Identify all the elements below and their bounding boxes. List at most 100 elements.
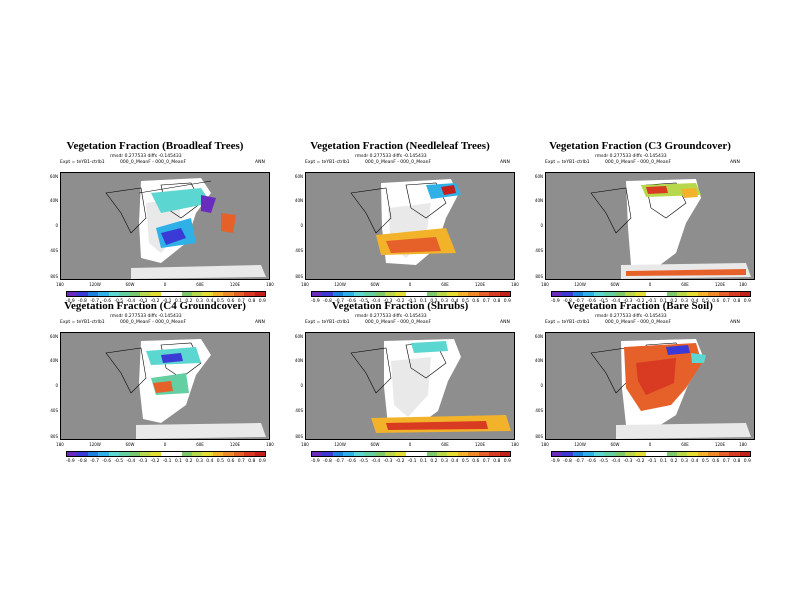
lon-label: 180 <box>511 442 519 447</box>
lat-label: 60N <box>534 174 543 179</box>
colorbar-swatch <box>67 452 78 456</box>
colorbar-tick-label: 0.5 <box>216 299 224 304</box>
colorbar-tick-label: 0.7 <box>237 459 245 464</box>
colorbar-swatch <box>426 452 438 456</box>
colorbar-tick-label: -0.9 <box>551 299 560 304</box>
colorbar-swatch <box>353 452 365 456</box>
map <box>305 332 515 440</box>
colorbar-swatch <box>405 292 417 296</box>
colorbar-tick-label: -0.5 <box>599 459 609 464</box>
colorbar-tick-label: -0.7 <box>90 299 99 304</box>
lat-label: 0 <box>300 383 303 388</box>
near-zero-region <box>616 423 751 439</box>
lat-label: 80S <box>535 274 543 279</box>
colorbar-tick-label: -0.5 <box>599 299 609 304</box>
colorbar-swatch <box>119 452 130 456</box>
colorbar-tick-label: 0.5 <box>216 459 224 464</box>
colorbar-swatch <box>437 452 448 456</box>
colorbar-tick-label: 0.3 <box>680 459 688 464</box>
lon-label: 180 <box>739 442 747 447</box>
colorbar-swatch <box>212 292 224 296</box>
coastline <box>405 182 447 219</box>
colorbar-tick-label: -0.3 <box>623 459 633 464</box>
colorbar-swatch <box>593 292 605 296</box>
map-svg <box>61 173 269 279</box>
colorbar-swatch <box>666 452 678 456</box>
colorbar-tick-label: -0.1 <box>162 299 172 304</box>
colorbar-tick-label: 0.6 <box>472 459 480 464</box>
colorbar-swatch <box>468 452 479 456</box>
colorbar-swatch <box>583 292 594 296</box>
panel-field: 000_0_MeanF - 000_0_MeanF <box>365 320 432 325</box>
lon-label: 120E <box>714 442 726 447</box>
lon-label: 0 <box>408 282 412 287</box>
colorbar-swatch <box>160 292 172 296</box>
colorbar-tick-label: 0.3 <box>195 459 203 464</box>
colorbar-tick-label: 0.5 <box>701 459 709 464</box>
lon-label: 0 <box>408 442 412 447</box>
colorbar-tick-label: -0.1 <box>162 459 172 464</box>
colorbar-tick-label: -0.4 <box>611 299 621 304</box>
colorbar-tick-label: 0.2 <box>430 299 438 304</box>
panel-expt: Expt = teYB1-ctrlb1 <box>60 160 105 165</box>
colorbar-swatch <box>129 292 140 296</box>
lat-label: 40N <box>534 198 543 203</box>
colorbar-tick-label: 0.3 <box>440 459 448 464</box>
map <box>305 172 515 280</box>
map-svg <box>306 173 514 279</box>
colorbar-swatch <box>457 292 469 296</box>
colorbar-swatch <box>604 292 615 296</box>
lat-label: 80S <box>535 434 543 439</box>
lat-label: 0 <box>540 383 543 388</box>
colorbar-tick-label: -0.5 <box>359 299 369 304</box>
colorbar-swatch <box>614 452 625 456</box>
colorbar-swatch <box>718 452 730 456</box>
colorbar-ticks: -0.9 -0.8 -0.7 -0.6 -0.5 -0.4 -0.3 -0.2 -0.1 0.1 0… <box>66 299 266 304</box>
lat-label: 40N <box>294 198 303 203</box>
colorbar <box>311 291 511 297</box>
colorbar-swatch <box>223 292 234 296</box>
colorbar-tick-label: -0.8 <box>563 459 572 464</box>
colorbar-tick-label: -0.2 <box>635 459 645 464</box>
colorbar-swatch <box>87 292 99 296</box>
colorbar-tick-label: 0.4 <box>691 459 699 464</box>
colorbar-tick-label: -0.7 <box>335 459 344 464</box>
colorbar-swatch <box>499 452 511 456</box>
lon-label: 120E <box>229 442 241 447</box>
colorbar-tick-label: 0.2 <box>430 459 438 464</box>
lon-label: 180 <box>266 282 274 287</box>
panel-season: ANN <box>730 320 740 325</box>
colorbar-tick-label: 0.1 <box>174 299 183 304</box>
colorbar-tick-label: -0.9 <box>551 459 560 464</box>
colorbar-swatch <box>192 452 203 456</box>
colorbar-tick-label: 0.2 <box>670 299 678 304</box>
panel-season: ANN <box>500 320 510 325</box>
colorbar-tick-label: 0.8 <box>733 299 741 304</box>
colorbar-tick-label: -0.6 <box>587 459 597 464</box>
colorbar-tick-label: 0.5 <box>701 299 709 304</box>
colorbar-tick-label: 0.6 <box>712 459 720 464</box>
lon-label: 60E <box>681 282 689 287</box>
colorbar-tick-label: -0.2 <box>150 299 160 304</box>
colorbar-swatch <box>739 292 751 296</box>
colorbar-tick-label: 0.2 <box>185 459 193 464</box>
colorbar-tick-label: -0.8 <box>78 299 87 304</box>
panel-bare-soil: Vegetation Fraction (Bare Soil) rmsdr 0.… <box>525 300 755 490</box>
colorbar-swatch <box>374 452 385 456</box>
coastline <box>350 347 392 394</box>
colorbar-swatch <box>489 292 500 296</box>
panel-season: ANN <box>255 320 265 325</box>
lat-label: 80S <box>295 274 303 279</box>
colorbar-swatch <box>223 452 234 456</box>
colorbar-swatch <box>87 452 99 456</box>
lon-label: 0 <box>163 282 167 287</box>
panel-title: Vegetation Fraction (Bare Soil) <box>567 300 713 312</box>
colorbar-swatch <box>384 452 396 456</box>
colorbar-tick-label: 0.9 <box>258 299 266 304</box>
colorbar-tick-label: -0.1 <box>647 299 657 304</box>
colorbar-tick-label: 0.6 <box>472 299 480 304</box>
lat-label: 40S <box>535 248 543 253</box>
colorbar-swatch <box>468 292 479 296</box>
colorbar-tick-label: -0.5 <box>359 459 369 464</box>
panel-stats: rmsdr 0.277533 diffs -0.145433 <box>355 154 427 159</box>
